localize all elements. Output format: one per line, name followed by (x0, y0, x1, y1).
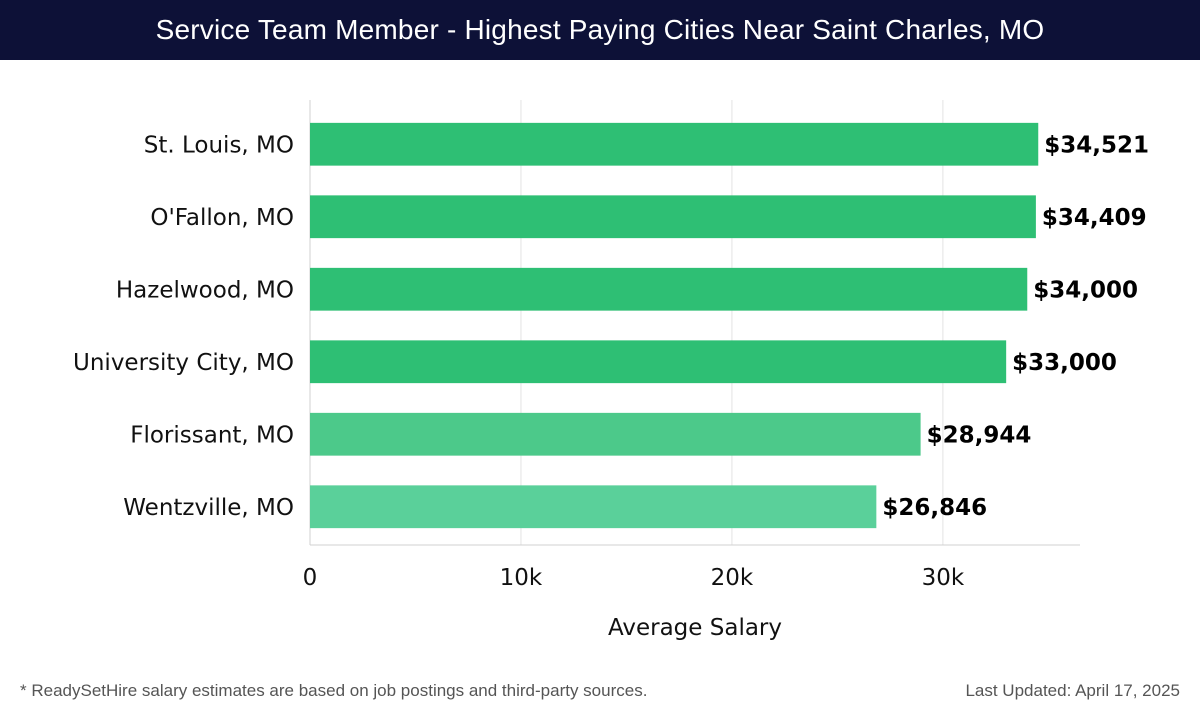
category-label-4: Florissant, MO (130, 422, 294, 448)
value-label-4: $28,944 (927, 422, 1032, 448)
chart-title-banner: Service Team Member - Highest Paying Cit… (0, 0, 1200, 60)
footer-disclaimer: * ReadySetHire salary estimates are base… (20, 681, 648, 700)
x-tick-label-3: 30k (922, 565, 965, 591)
bar-1 (310, 195, 1036, 239)
category-label-3: University City, MO (73, 350, 294, 376)
category-label-5: Wentzville, MO (123, 495, 294, 521)
gridlines (309, 100, 1080, 546)
value-label-3: $33,000 (1012, 350, 1117, 376)
footer-last-updated: Last Updated: April 17, 2025 (965, 681, 1180, 700)
value-label-0: $34,521 (1044, 132, 1149, 158)
bar-4 (310, 412, 921, 456)
x-tick-label-1: 10k (500, 565, 543, 591)
category-label-1: O'Fallon, MO (150, 205, 294, 231)
labels: St. Louis, MO $34,521 O'Fallon, MO $34,409 H… (73, 132, 1149, 641)
x-axis-title: Average Salary (608, 615, 782, 641)
x-tick-label-2: 20k (711, 565, 754, 591)
value-label-2: $34,000 (1033, 277, 1138, 303)
bar-2 (310, 267, 1028, 311)
category-label-2: Hazelwood, MO (116, 277, 294, 303)
salary-bar-chart: St. Louis, MO $34,521 O'Fallon, MO $34,409 H… (73, 100, 1149, 641)
bar-5 (310, 485, 877, 529)
bar-0 (310, 122, 1039, 166)
value-label-1: $34,409 (1042, 205, 1147, 231)
value-label-5: $26,846 (882, 495, 987, 521)
bars (310, 122, 1039, 529)
bar-3 (310, 340, 1007, 384)
chart-title: Service Team Member - Highest Paying Cit… (155, 14, 1045, 45)
x-tick-label-0: 0 (303, 565, 318, 591)
category-label-0: St. Louis, MO (144, 132, 294, 158)
